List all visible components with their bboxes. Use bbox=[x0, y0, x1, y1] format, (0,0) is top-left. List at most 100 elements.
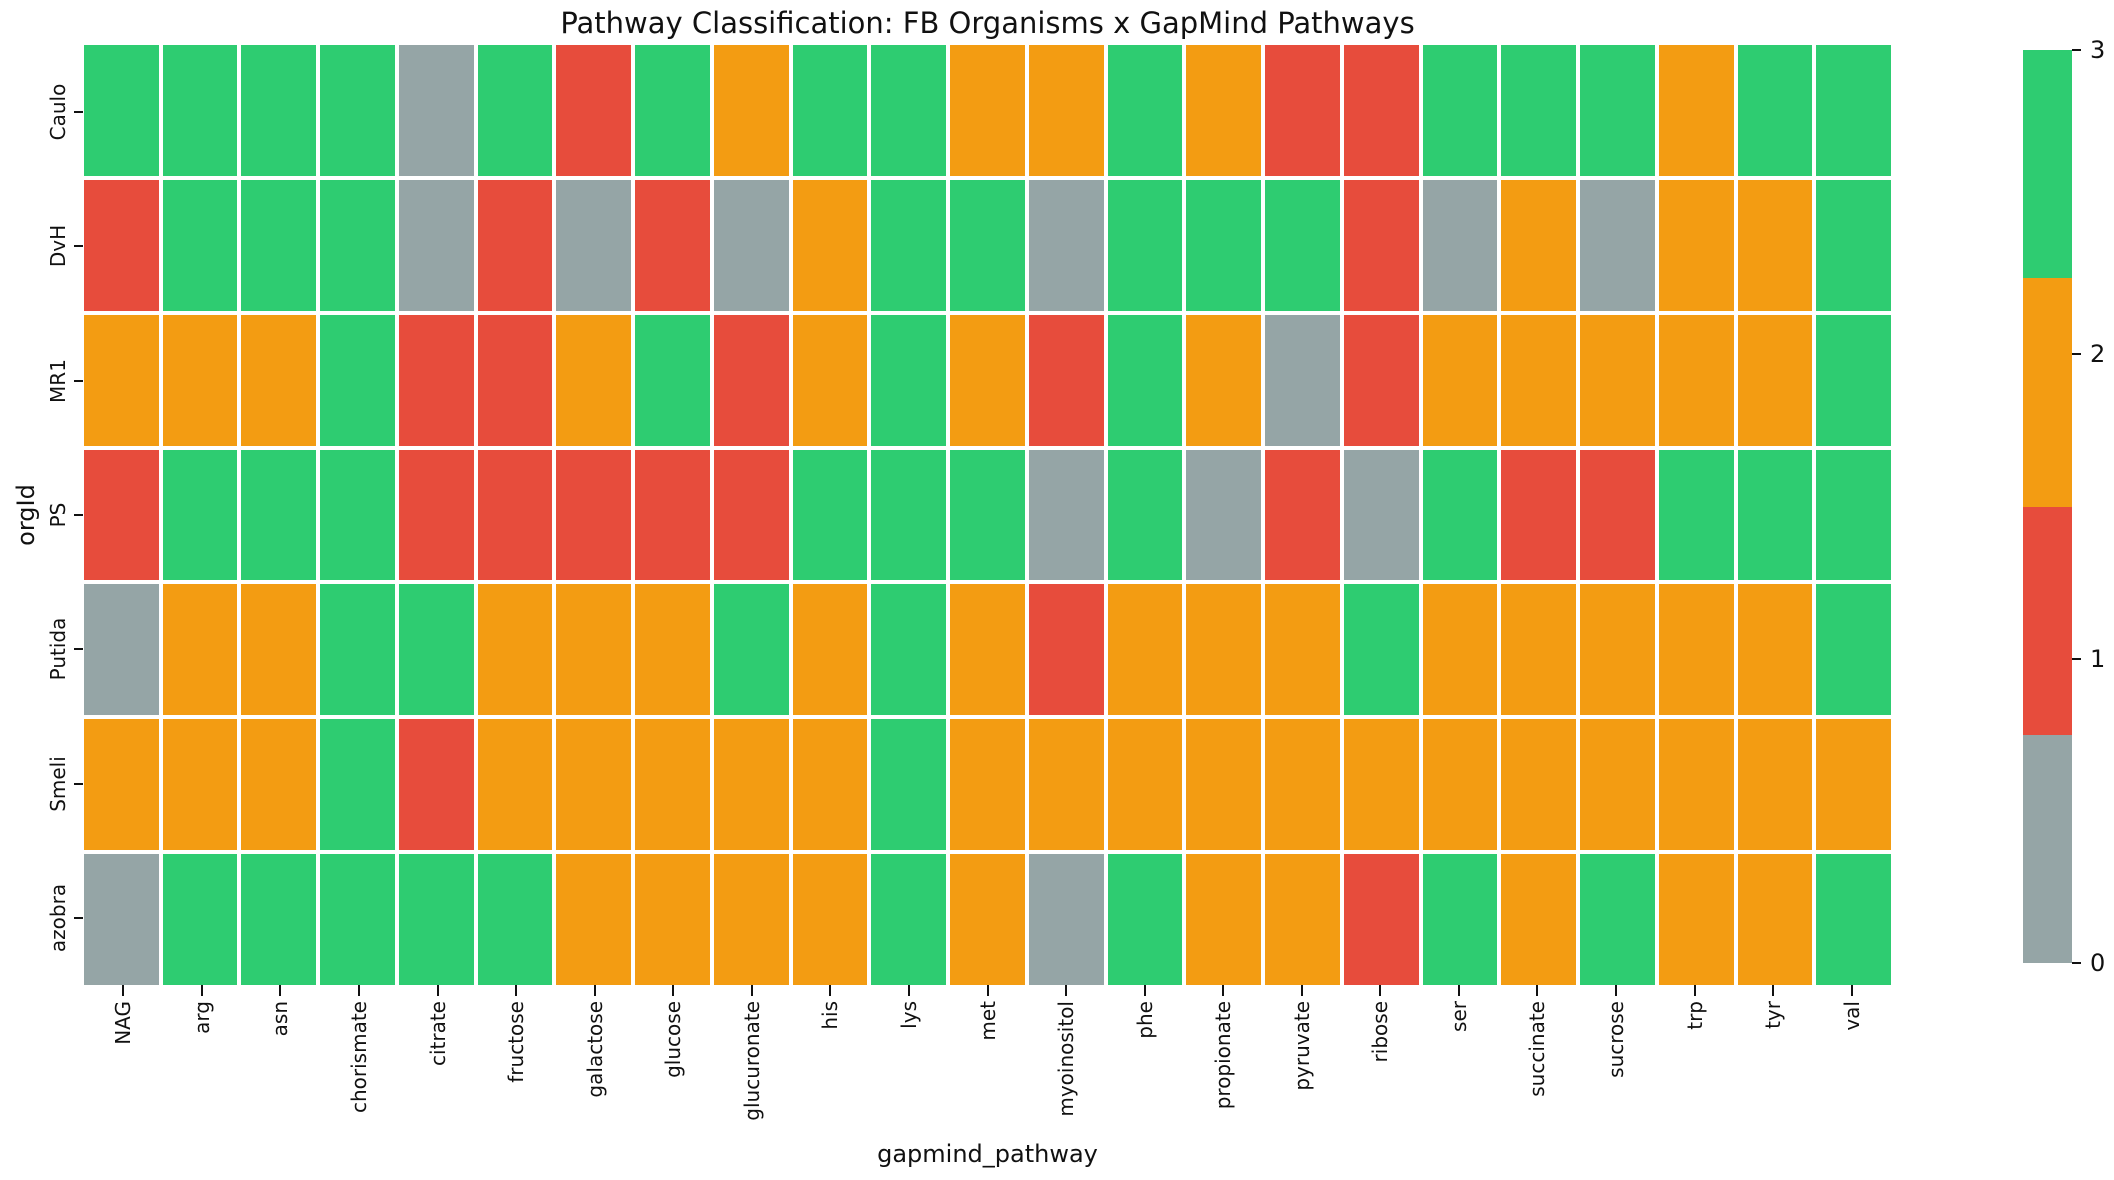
heatmap-cell bbox=[1186, 719, 1262, 851]
heatmap-cell bbox=[1343, 179, 1419, 311]
y-tick-mark bbox=[74, 916, 83, 919]
colorbar-segment bbox=[2023, 734, 2072, 963]
y-tick-label: azobra bbox=[46, 883, 70, 952]
heatmap-cell bbox=[792, 719, 868, 851]
y-tick-mark bbox=[74, 245, 83, 248]
colorbar-tick-mark bbox=[2072, 962, 2081, 964]
heatmap-cell bbox=[477, 179, 553, 311]
heatmap-cell bbox=[1816, 449, 1891, 581]
x-tick-mark bbox=[829, 985, 832, 996]
heatmap-cell bbox=[162, 719, 238, 851]
x-tick-label: NAG bbox=[111, 1001, 136, 1045]
heatmap-cell bbox=[162, 314, 238, 446]
y-tick-mark bbox=[74, 111, 83, 114]
x-tick-label: sucrose bbox=[1604, 1001, 1629, 1078]
x-axis-label: gapmind_pathway bbox=[877, 1140, 1098, 1168]
heatmap-cell bbox=[950, 854, 1025, 985]
x-tick-label: ser bbox=[1446, 1001, 1471, 1032]
heatmap-cell bbox=[320, 584, 395, 716]
heatmap-cell bbox=[1501, 584, 1577, 716]
x-tick-label: galactose bbox=[582, 1001, 607, 1098]
heatmap-cell bbox=[1186, 449, 1262, 581]
heatmap-cell bbox=[320, 179, 395, 311]
heatmap-cell bbox=[1265, 45, 1340, 176]
colorbar-tick-mark bbox=[2072, 353, 2081, 356]
x-tick-mark bbox=[1379, 985, 1382, 996]
y-tick-label: Putida bbox=[46, 617, 70, 681]
heatmap-cell bbox=[398, 449, 474, 581]
x-tick-label: trp bbox=[1682, 1001, 1707, 1030]
colorbar-tick-marks bbox=[2072, 49, 2082, 964]
x-tick-mark bbox=[1693, 985, 1696, 996]
heatmap-cell bbox=[84, 45, 159, 176]
heatmap-cell bbox=[1658, 719, 1734, 851]
x-tick-mark bbox=[750, 985, 753, 996]
heatmap-cell bbox=[1580, 854, 1655, 985]
x-tick-labels: NAG arg asn chorismate citrate fructose galact… bbox=[84, 1001, 1891, 1151]
heatmap-cell bbox=[871, 854, 947, 985]
heatmap-cell bbox=[162, 45, 238, 176]
x-tick-mark bbox=[1850, 985, 1853, 996]
x-tick-label: myoinositol bbox=[1054, 1001, 1079, 1117]
heatmap-cell bbox=[1580, 719, 1655, 851]
x-tick-label: lys bbox=[896, 1001, 921, 1029]
heatmap-cell bbox=[162, 179, 238, 311]
heatmap-cell bbox=[1658, 45, 1734, 176]
heatmap-cell bbox=[1737, 179, 1813, 311]
heatmap-cell bbox=[477, 449, 553, 581]
y-tick-label: MR1 bbox=[46, 358, 70, 403]
x-tick-label: succinate bbox=[1525, 1001, 1550, 1097]
heatmap-cell bbox=[1816, 45, 1891, 176]
heatmap-cell bbox=[635, 45, 710, 176]
heatmap-cell bbox=[1186, 45, 1262, 176]
heatmap-cell bbox=[320, 854, 395, 985]
colorbar-tick-label: 2 bbox=[2090, 340, 2106, 369]
heatmap-cell bbox=[1501, 179, 1577, 311]
heatmap-cell bbox=[792, 45, 868, 176]
x-tick-label: arg bbox=[189, 1001, 214, 1034]
heatmap-cell bbox=[1107, 719, 1183, 851]
heatmap-cell bbox=[1265, 314, 1340, 446]
y-tick-label: PS bbox=[46, 502, 70, 528]
heatmap-cell bbox=[241, 179, 317, 311]
x-tick-label: fructose bbox=[504, 1001, 529, 1083]
heatmap-cell bbox=[1580, 179, 1655, 311]
heatmap-cell bbox=[950, 449, 1025, 581]
y-tick-label: Smeli bbox=[46, 755, 70, 812]
heatmap-cell bbox=[1422, 45, 1498, 176]
heatmap-cell bbox=[871, 449, 947, 581]
heatmap-cell bbox=[1107, 854, 1183, 985]
heatmap-cell bbox=[1265, 584, 1340, 716]
heatmap-cell bbox=[1737, 719, 1813, 851]
heatmap-cell bbox=[1107, 314, 1183, 446]
heatmap-cell bbox=[1422, 854, 1498, 985]
y-tick-label: DvH bbox=[46, 225, 70, 268]
heatmap-cell bbox=[950, 179, 1025, 311]
x-tick-label: his bbox=[818, 1001, 843, 1030]
x-tick-mark bbox=[1772, 985, 1775, 996]
heatmap-cell bbox=[241, 584, 317, 716]
heatmap-cell bbox=[398, 179, 474, 311]
heatmap-cell bbox=[1107, 179, 1183, 311]
heatmap-cell bbox=[1343, 584, 1419, 716]
heatmap-cell bbox=[1580, 45, 1655, 176]
x-tick-label: tyr bbox=[1761, 1001, 1786, 1029]
heatmap-cell bbox=[241, 449, 317, 581]
heatmap-cell bbox=[635, 449, 710, 581]
heatmap-cell bbox=[241, 314, 317, 446]
heatmap-cell bbox=[1658, 314, 1734, 446]
heatmap-cell bbox=[1580, 449, 1655, 581]
heatmap-cell bbox=[792, 854, 868, 985]
x-tick-label: ribose bbox=[1368, 1001, 1393, 1063]
heatmap-cell bbox=[635, 179, 710, 311]
heatmap-cell bbox=[1501, 854, 1577, 985]
heatmap-cell bbox=[871, 584, 947, 716]
heatmap-cell bbox=[1028, 584, 1104, 716]
heatmap-cell bbox=[1737, 449, 1813, 581]
heatmap-cell bbox=[713, 45, 789, 176]
y-tick-mark bbox=[74, 782, 83, 785]
heatmap-cell bbox=[1186, 179, 1262, 311]
heatmap-cell bbox=[477, 854, 553, 985]
heatmap-cell bbox=[162, 854, 238, 985]
